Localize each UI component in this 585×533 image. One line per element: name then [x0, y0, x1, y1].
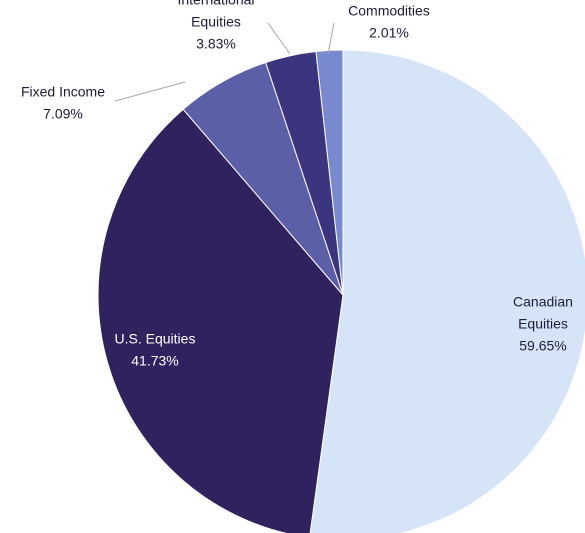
slice-percent-canadian-equities: 59.65% [519, 338, 566, 354]
pie-slice-commodities [315, 49, 344, 296]
slice-label-international-equities: Equities [191, 14, 241, 30]
leader-lines [114, 22, 335, 102]
slice-percent-us-equities: 41.73% [131, 353, 178, 369]
leader-line-commodities [327, 22, 335, 55]
slice-label-canadian-equities: Canadian [513, 294, 573, 310]
slice-percent-fixed-income: 7.09% [43, 106, 83, 122]
slice-label-us-equities: U.S. Equities [115, 331, 196, 347]
slice-labels: Canadian Equities 59.65% U.S. Equities 41.73… [21, 0, 573, 369]
slice-percent-international-equities: 3.83% [196, 36, 236, 52]
slice-label-canadian-equities: Equities [518, 316, 568, 332]
slice-percent-commodities: 2.01% [369, 25, 409, 41]
pie-slice-us-equities [97, 108, 344, 533]
leader-line-fixed-income [114, 81, 186, 102]
slice-label-fixed-income: Fixed Income [21, 84, 105, 100]
pie-slices [97, 49, 585, 533]
leader-line-international-equities [267, 22, 291, 55]
slice-label-international-equities: International [177, 0, 254, 8]
slice-label-commodities: Commodities [348, 3, 430, 19]
pie-slice-canadian-equities [309, 49, 585, 533]
